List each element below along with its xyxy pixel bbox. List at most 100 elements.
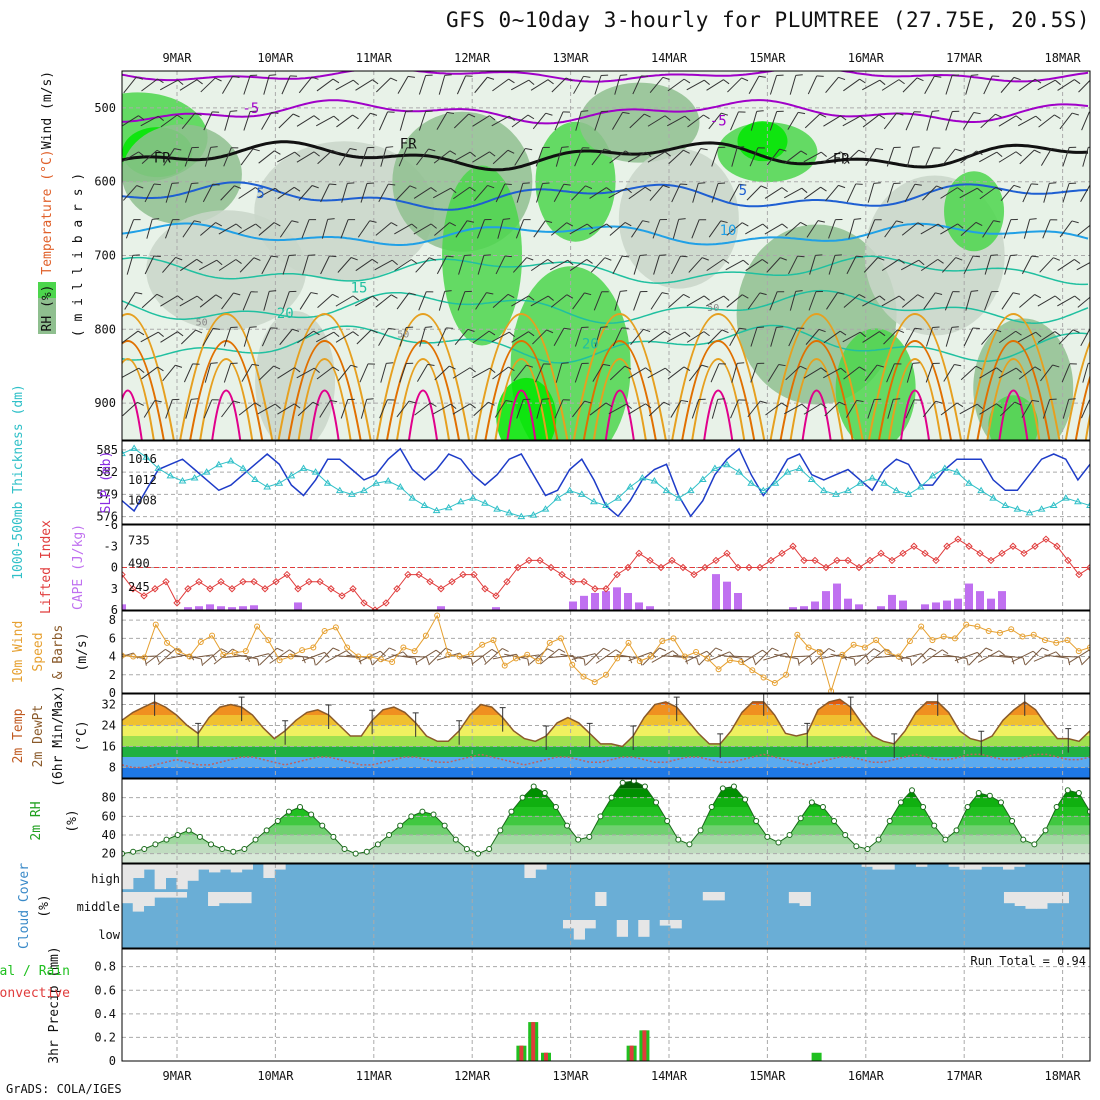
lifted-index-marker bbox=[305, 577, 313, 586]
wind-barb bbox=[747, 292, 761, 310]
wind-barb-flag bbox=[715, 647, 723, 652]
thickness-marker bbox=[166, 471, 175, 479]
wind-barb bbox=[141, 149, 158, 165]
panel-frame bbox=[121, 610, 1091, 694]
wind-barb-flag bbox=[916, 77, 924, 82]
wind-barb bbox=[633, 255, 641, 275]
wind-barb-flag bbox=[820, 403, 827, 409]
wind-barb bbox=[436, 112, 448, 130]
wind-barb bbox=[848, 219, 855, 239]
cloud-cover-middle-bar bbox=[240, 892, 252, 904]
wind-barb-flag bbox=[975, 221, 983, 227]
wind-barb-flag bbox=[153, 183, 161, 186]
lifted-index-tick-label: 3 bbox=[111, 582, 118, 596]
wind-barb bbox=[1057, 295, 1075, 307]
wind-barb-flag bbox=[698, 182, 706, 184]
cape-bar bbox=[624, 593, 632, 610]
cloud-cover-middle-bar bbox=[1014, 892, 1026, 906]
wind-barb bbox=[804, 113, 821, 129]
wind-barb bbox=[204, 363, 212, 383]
wind-barb-flag bbox=[972, 327, 980, 329]
wind-barb-flag bbox=[1054, 331, 1061, 337]
wind-barb-flag bbox=[563, 183, 571, 186]
wind-barb-flag bbox=[840, 367, 847, 373]
wind-barb bbox=[536, 399, 543, 419]
wind-barb bbox=[554, 399, 564, 419]
wind-barb bbox=[846, 183, 857, 203]
isotherm-line bbox=[681, 340, 756, 440]
thickness-marker bbox=[807, 475, 816, 483]
wind-barb-flag bbox=[756, 110, 764, 112]
wind-barb-flag bbox=[389, 647, 396, 652]
wind-barb bbox=[396, 292, 410, 310]
wind-barb-flag bbox=[274, 403, 281, 409]
lifted-index-marker bbox=[239, 577, 247, 586]
wind-speed-marker bbox=[411, 648, 418, 655]
wind-barb-flag bbox=[976, 187, 983, 194]
wind-barb bbox=[355, 258, 373, 272]
cape-bar bbox=[800, 606, 808, 610]
wind-barb-flag bbox=[1053, 257, 1061, 261]
cape-bar bbox=[921, 604, 929, 610]
rh-marker bbox=[463, 846, 470, 852]
wind-barb bbox=[511, 114, 529, 128]
cape-tick-label: 245 bbox=[128, 580, 150, 594]
rh-marker bbox=[130, 848, 137, 855]
wind-barb-flag bbox=[741, 77, 749, 82]
wind-barb bbox=[867, 183, 875, 203]
wind-barb bbox=[359, 363, 369, 383]
wind-barb bbox=[920, 223, 939, 235]
contour-label: 10 bbox=[720, 223, 737, 239]
wind-barb bbox=[707, 651, 730, 662]
wind-barb-flag bbox=[527, 658, 530, 666]
wind10m-axis-label: 10m Wind bbox=[11, 621, 26, 684]
lifted-index-marker bbox=[316, 577, 324, 586]
wind-barb bbox=[224, 111, 231, 131]
wind-barb bbox=[223, 327, 232, 347]
lifted-index-marker bbox=[1064, 556, 1072, 565]
wind-barb bbox=[514, 148, 526, 166]
wind-barb bbox=[550, 222, 568, 236]
wind-barb bbox=[1061, 363, 1071, 383]
wind-barb bbox=[784, 403, 802, 415]
wind-barb bbox=[959, 403, 978, 415]
wind-barb-flag bbox=[859, 78, 866, 84]
wind-barb-flag bbox=[722, 258, 730, 264]
wind-barb-flag bbox=[294, 367, 301, 373]
wind-barb-flag bbox=[289, 649, 296, 655]
wind-barb bbox=[221, 292, 234, 310]
wind-barb bbox=[157, 648, 177, 666]
wind-barb-flag bbox=[971, 74, 979, 76]
wind-barb bbox=[419, 327, 426, 347]
wind-barb bbox=[555, 363, 563, 383]
wind-barb bbox=[906, 363, 914, 383]
wind-speed-marker bbox=[535, 658, 542, 665]
panel-frame bbox=[121, 693, 1091, 779]
lifted-index-marker bbox=[481, 585, 489, 593]
wind-barb bbox=[692, 183, 699, 203]
wind-barb-flag bbox=[565, 77, 573, 82]
lifted-index-marker bbox=[822, 563, 830, 572]
wind-barb bbox=[415, 257, 430, 273]
wind-barb-flag bbox=[311, 185, 319, 189]
wind-barb-flag bbox=[380, 650, 386, 657]
wind-barb bbox=[277, 403, 295, 415]
wind-speed-marker bbox=[895, 653, 902, 660]
thickness-marker bbox=[832, 490, 840, 497]
wind-barb-flag bbox=[505, 399, 513, 403]
wind-barb-flag bbox=[801, 403, 808, 410]
wind-barb-flag bbox=[156, 655, 160, 663]
wind-barb bbox=[160, 114, 178, 128]
wind-barb bbox=[434, 365, 450, 381]
wind-barb bbox=[1055, 655, 1080, 658]
thickness-marker bbox=[795, 464, 804, 471]
wind-barb bbox=[1059, 220, 1073, 238]
wind-barb bbox=[458, 255, 465, 275]
wind-barb-flag bbox=[659, 254, 667, 256]
wind-barb bbox=[203, 399, 213, 419]
instability-panel bbox=[122, 525, 1090, 610]
wind-barb bbox=[335, 295, 354, 307]
wind-barb bbox=[188, 654, 213, 659]
wind-barb-flag bbox=[664, 367, 671, 373]
wind-barb bbox=[301, 219, 310, 239]
